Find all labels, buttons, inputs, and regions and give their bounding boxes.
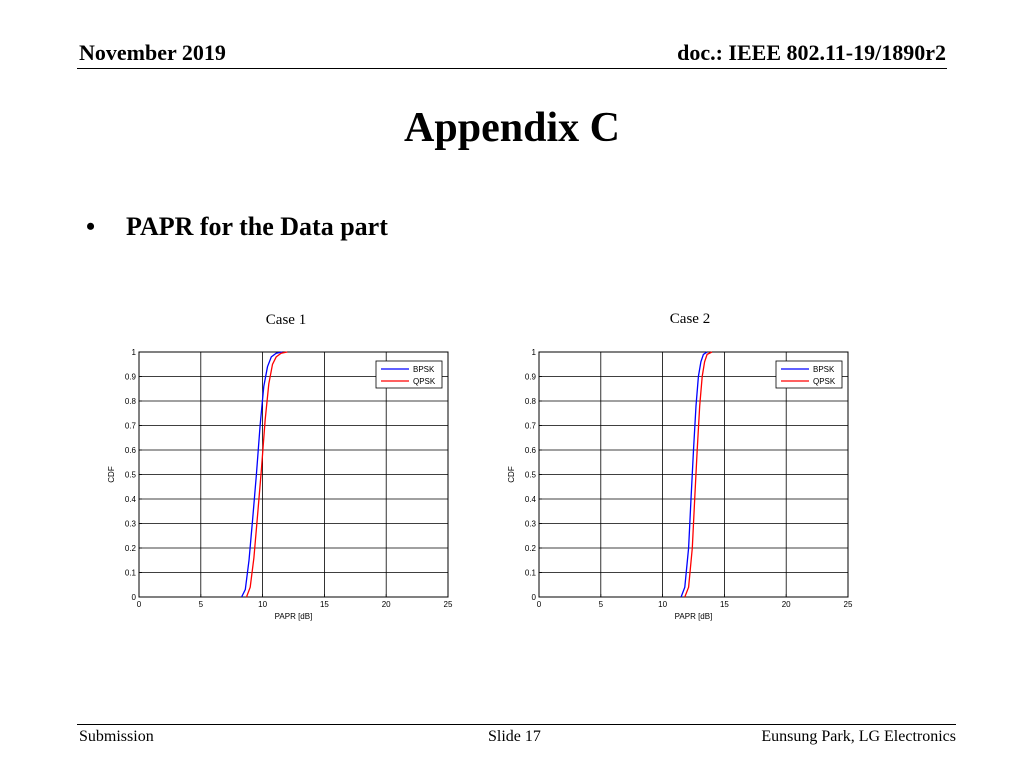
chart-2-ytick-label: 0.3 bbox=[525, 520, 537, 529]
chart-1-xtick-label: 20 bbox=[382, 600, 391, 609]
chart-2-ytick-label: 0.2 bbox=[525, 544, 537, 553]
chart-2-legend-label-qpsk: QPSK bbox=[813, 377, 836, 386]
bullet-dot: • bbox=[86, 212, 96, 241]
chart-1-xlabel: PAPR [dB] bbox=[275, 612, 313, 621]
chart-1-xtick-label: 15 bbox=[320, 600, 329, 609]
footer-slide-number: Slide 17 bbox=[488, 728, 541, 745]
chart-title-case-1: Case 1 bbox=[265, 312, 307, 328]
chart-2-ytick-label: 0.6 bbox=[525, 446, 537, 455]
bullet-text: PAPR for the Data part bbox=[126, 212, 388, 241]
chart-1-ylabel: CDF bbox=[107, 466, 116, 483]
chart-2-ytick-label: 0.7 bbox=[525, 422, 537, 431]
chart-1-ytick-label: 0.1 bbox=[125, 569, 137, 578]
chart-2-series-qpsk-line bbox=[684, 351, 713, 598]
chart-2-ylabel: CDF bbox=[507, 466, 516, 483]
chart-1-xtick-label: 10 bbox=[258, 600, 267, 609]
chart-1-ytick-label: 0.7 bbox=[125, 422, 137, 431]
chart-2-legend-label-bpsk: BPSK bbox=[813, 365, 835, 374]
chart-2-ytick-label: 0.4 bbox=[525, 495, 537, 504]
footer-submission: Submission bbox=[79, 728, 154, 745]
header-date: November 2019 bbox=[79, 40, 226, 65]
chart-2-xtick-label: 0 bbox=[537, 600, 542, 609]
chart-2-xtick-label: 20 bbox=[782, 600, 791, 609]
footer-author: Eunsung Park, LG Electronics bbox=[761, 728, 956, 745]
chart-2-xlabel: PAPR [dB] bbox=[675, 612, 713, 621]
chart-1-legend-box bbox=[375, 360, 443, 389]
chart-1-series-bpsk-line bbox=[241, 351, 283, 598]
chart-1-ytick-label: 0 bbox=[132, 593, 137, 602]
chart-title-case-2: Case 2 bbox=[669, 311, 711, 327]
chart-2-xtick-label: 25 bbox=[844, 600, 853, 609]
chart-1-series-qpsk-line bbox=[245, 351, 288, 598]
chart-1-ytick-label: 0.3 bbox=[125, 520, 137, 529]
chart-1-ytick-label: 1 bbox=[132, 348, 137, 357]
header-doc-id: doc.: IEEE 802.11-19/1890r2 bbox=[677, 40, 946, 65]
chart-1-ytick-label: 0.8 bbox=[125, 397, 137, 406]
chart-2-legend-box bbox=[775, 360, 843, 389]
chart-2-ytick-label: 0.8 bbox=[525, 397, 537, 406]
chart-1-ytick-label: 0.4 bbox=[125, 495, 137, 504]
chart-1-ytick-label: 0.6 bbox=[125, 446, 137, 455]
chart-2-xtick-label: 15 bbox=[720, 600, 729, 609]
slide-title: Appendix C bbox=[404, 105, 620, 151]
chart-1-xtick-label: 25 bbox=[444, 600, 453, 609]
chart-1-ytick-label: 0.2 bbox=[125, 544, 137, 553]
chart-1-ytick-label: 0.5 bbox=[125, 471, 137, 480]
footer-divider bbox=[77, 724, 956, 725]
chart-2-ytick-label: 0.9 bbox=[525, 373, 537, 382]
chart-1-legend-label-qpsk: QPSK bbox=[413, 377, 436, 386]
chart-2-xtick-label: 10 bbox=[658, 600, 667, 609]
chart-1-xtick-label: 0 bbox=[137, 600, 142, 609]
chart-2-ytick-label: 0.1 bbox=[525, 569, 537, 578]
chart-1-ytick-label: 0.9 bbox=[125, 373, 137, 382]
chart-2-series-bpsk-line bbox=[680, 351, 708, 598]
chart-1-xtick-label: 5 bbox=[199, 600, 204, 609]
chart-2-ytick-label: 1 bbox=[532, 348, 537, 357]
chart-1-legend-label-bpsk: BPSK bbox=[413, 365, 435, 374]
chart-2-ytick-label: 0 bbox=[532, 593, 537, 602]
header-divider bbox=[77, 68, 947, 69]
chart-2-xtick-label: 5 bbox=[599, 600, 604, 609]
chart-2-ytick-label: 0.5 bbox=[525, 471, 537, 480]
